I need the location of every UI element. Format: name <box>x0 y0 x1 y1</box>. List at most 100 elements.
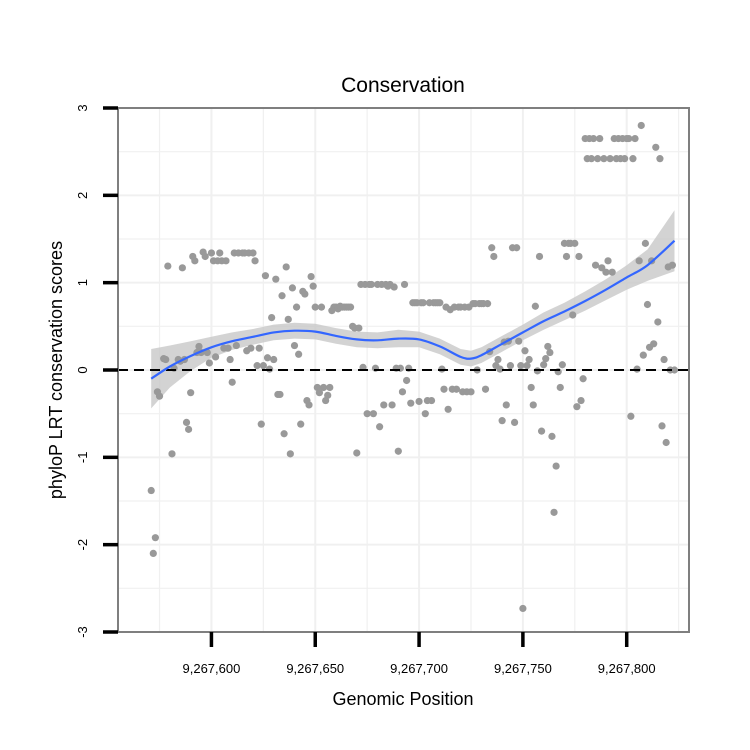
data-point <box>635 257 643 265</box>
data-point <box>587 155 596 163</box>
data-point <box>249 249 257 257</box>
data-point <box>155 392 164 400</box>
data-point <box>222 257 230 265</box>
data-point <box>540 361 548 369</box>
data-point <box>591 261 600 269</box>
data-point <box>631 134 639 143</box>
data-point <box>403 376 411 385</box>
data-point <box>552 462 560 470</box>
data-point <box>270 355 278 364</box>
x-axis-label: Genomic Position <box>332 689 473 709</box>
data-point <box>521 347 529 355</box>
data-point <box>367 280 375 289</box>
data-point <box>496 365 504 373</box>
data-point <box>641 239 649 247</box>
data-point <box>407 399 415 407</box>
data-point <box>629 155 637 163</box>
data-point <box>149 549 157 558</box>
x-tick-label: 9,267,650 <box>286 661 344 676</box>
y-tick-label: -1 <box>75 452 90 464</box>
y-tick-label: 2 <box>75 192 90 199</box>
data-point <box>419 299 427 307</box>
x-axis: 9,267,600 9,267,650 9,267,700 9,267,750 9,26… <box>183 632 656 676</box>
data-point <box>346 303 355 311</box>
data-point <box>307 272 315 281</box>
data-point <box>506 362 515 370</box>
data-point <box>182 418 191 426</box>
data-point <box>286 450 294 458</box>
x-tick-label: 9,267,750 <box>494 661 552 676</box>
data-point <box>400 280 409 289</box>
data-point <box>355 324 363 332</box>
data-point <box>398 388 407 396</box>
data-point <box>232 341 240 350</box>
data-point <box>369 410 377 418</box>
data-point <box>594 155 602 163</box>
data-point <box>643 300 652 309</box>
data-point <box>319 383 328 392</box>
data-point <box>517 362 525 370</box>
data-point <box>280 430 288 438</box>
data-point <box>490 252 498 261</box>
data-point <box>571 239 579 247</box>
data-point <box>654 318 662 326</box>
data-point <box>282 263 290 271</box>
data-point <box>272 275 280 283</box>
data-point <box>602 268 610 276</box>
y-tick-label: 3 <box>75 104 90 111</box>
data-point <box>608 268 616 276</box>
data-point <box>440 385 448 393</box>
data-point <box>488 244 496 252</box>
data-point <box>660 355 668 364</box>
y-tick-label: 0 <box>75 366 90 373</box>
data-point <box>550 508 558 516</box>
data-point <box>288 284 297 292</box>
data-point <box>184 425 193 433</box>
data-point <box>639 351 647 359</box>
smooth-line-path <box>150 239 676 380</box>
data-point <box>670 366 679 374</box>
data-point <box>164 262 172 270</box>
data-point <box>317 303 326 311</box>
data-point <box>467 388 475 396</box>
data-point <box>263 354 272 362</box>
data-point <box>625 134 633 143</box>
data-point <box>415 397 423 406</box>
x-tick-label: 9,267,800 <box>598 661 656 676</box>
data-point <box>502 401 510 409</box>
data-point <box>452 385 461 393</box>
data-point <box>525 355 533 364</box>
data-point <box>394 447 402 455</box>
data-point <box>606 155 614 163</box>
data-point <box>604 257 612 265</box>
data-point <box>537 427 546 435</box>
data-point <box>195 342 203 351</box>
data-point <box>652 143 660 151</box>
data-point <box>390 283 398 291</box>
data-point <box>535 252 544 261</box>
data-point <box>531 302 539 310</box>
data-point <box>579 375 587 383</box>
data-point <box>353 449 361 457</box>
data-point <box>278 292 286 300</box>
x-tick-label: 9,267,700 <box>390 661 448 676</box>
data-point <box>309 282 317 290</box>
data-point <box>650 340 658 348</box>
data-point <box>575 252 583 261</box>
data-point <box>546 348 554 357</box>
data-point <box>276 390 284 399</box>
data-point <box>201 252 209 261</box>
data-point <box>573 403 581 411</box>
data-point <box>257 420 265 428</box>
data-point <box>494 355 502 364</box>
data-point <box>562 252 571 261</box>
data-point <box>515 337 523 345</box>
data-point <box>301 290 309 298</box>
data-point <box>292 303 301 311</box>
data-point <box>523 362 531 370</box>
data-point <box>168 450 176 458</box>
data-point <box>656 155 664 163</box>
data-point <box>147 486 155 495</box>
data-point <box>596 134 604 143</box>
data-point <box>444 405 452 413</box>
